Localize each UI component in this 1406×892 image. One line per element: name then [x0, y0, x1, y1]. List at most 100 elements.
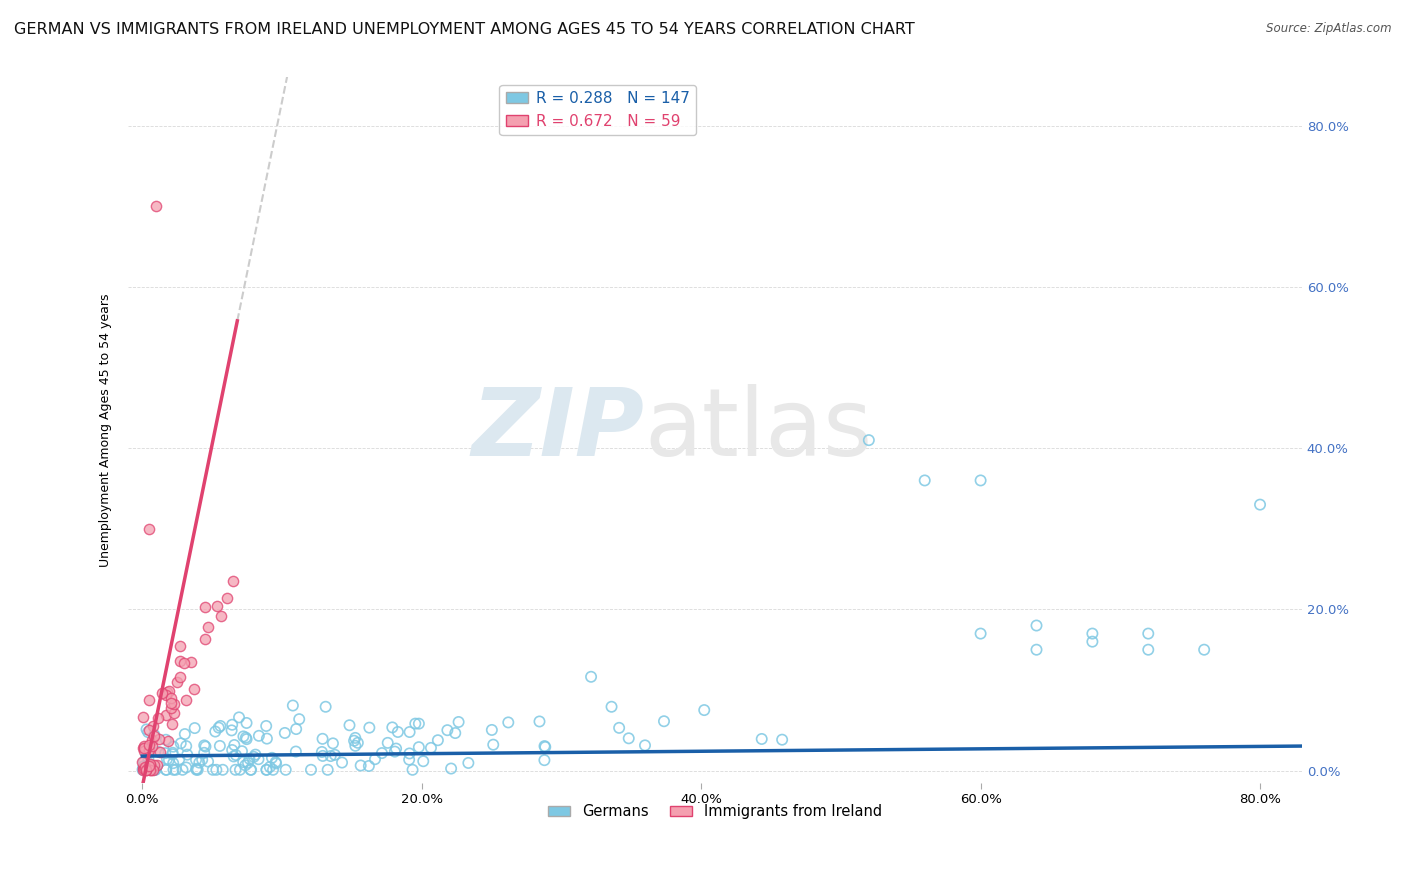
Point	[357, 759, 380, 773]
Point	[155, 732, 177, 747]
Point	[221, 743, 243, 757]
Point	[339, 718, 361, 732]
Point	[1081, 634, 1104, 648]
Point	[751, 731, 773, 746]
Point	[359, 721, 381, 735]
Text: Source: ZipAtlas.com: Source: ZipAtlas.com	[1267, 22, 1392, 36]
Point	[193, 746, 215, 760]
Point	[160, 701, 183, 715]
Point	[131, 710, 153, 724]
Point	[167, 752, 190, 766]
Point	[371, 746, 394, 760]
Point	[162, 747, 184, 762]
Point	[288, 712, 311, 726]
Point	[364, 752, 387, 766]
Point	[162, 763, 184, 777]
Point	[186, 763, 208, 777]
Point	[259, 760, 281, 774]
Point	[229, 763, 252, 777]
Point	[143, 757, 166, 772]
Point	[142, 763, 165, 777]
Point	[162, 756, 184, 771]
Point	[191, 753, 214, 767]
Point	[254, 719, 277, 733]
Point	[148, 745, 170, 759]
Point	[316, 763, 339, 777]
Point	[132, 741, 155, 756]
Point	[204, 724, 226, 739]
Point	[969, 474, 991, 488]
Point	[132, 741, 155, 756]
Point	[239, 763, 262, 777]
Point	[221, 723, 243, 738]
Point	[232, 755, 254, 769]
Point	[247, 752, 270, 766]
Point	[529, 714, 551, 729]
Point	[247, 729, 270, 743]
Point	[222, 574, 245, 588]
Point	[162, 697, 184, 711]
Point	[139, 758, 162, 772]
Point	[444, 726, 467, 740]
Point	[256, 731, 278, 746]
Point	[145, 763, 167, 777]
Point	[201, 763, 224, 777]
Point	[344, 739, 367, 753]
Point	[231, 744, 253, 758]
Point	[346, 736, 368, 750]
Point	[408, 716, 430, 731]
Point	[157, 753, 180, 767]
Point	[205, 763, 228, 777]
Point	[238, 752, 260, 766]
Point	[344, 731, 367, 745]
Point	[162, 739, 184, 754]
Point	[173, 657, 195, 671]
Point	[135, 763, 157, 777]
Point	[157, 684, 180, 698]
Point	[264, 756, 287, 771]
Point	[225, 763, 247, 777]
Point	[155, 763, 177, 777]
Point	[384, 745, 406, 759]
Point	[138, 756, 160, 771]
Point	[139, 763, 162, 777]
Point	[235, 731, 257, 745]
Point	[194, 600, 217, 615]
Point	[141, 763, 163, 777]
Point	[284, 745, 307, 759]
Point	[135, 763, 157, 777]
Point	[233, 758, 256, 772]
Point	[174, 739, 197, 753]
Point	[315, 699, 337, 714]
Text: atlas: atlas	[645, 384, 873, 476]
Point	[183, 681, 205, 696]
Point	[169, 670, 191, 684]
Point	[404, 716, 426, 731]
Point	[235, 732, 257, 747]
Point	[240, 763, 263, 777]
Point	[135, 723, 157, 737]
Text: ZIP: ZIP	[472, 384, 645, 476]
Point	[260, 751, 283, 765]
Point	[149, 745, 172, 759]
Point	[243, 750, 266, 764]
Point	[155, 707, 177, 722]
Point	[145, 199, 167, 213]
Point	[148, 731, 170, 746]
Point	[398, 753, 420, 767]
Point	[132, 763, 155, 777]
Point	[1249, 498, 1271, 512]
Point	[155, 763, 177, 777]
Point	[274, 763, 297, 777]
Point	[457, 756, 479, 770]
Point	[188, 756, 211, 770]
Point	[343, 733, 366, 747]
Point	[134, 763, 156, 777]
Point	[208, 739, 231, 753]
Point	[600, 699, 623, 714]
Point	[174, 760, 197, 774]
Point	[197, 755, 219, 769]
Point	[172, 763, 194, 777]
Point	[156, 684, 179, 698]
Point	[139, 756, 162, 771]
